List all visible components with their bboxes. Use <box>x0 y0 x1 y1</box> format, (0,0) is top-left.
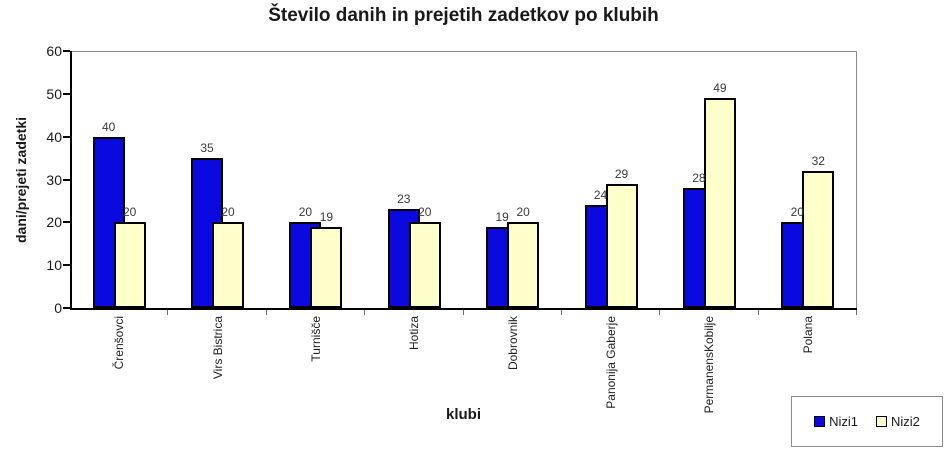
nizi2-marker-icon <box>876 416 887 427</box>
bar-value-label: 28 <box>692 171 706 185</box>
category-label-3: Hotiza <box>407 316 422 351</box>
bar-value-label: 49 <box>713 81 727 95</box>
x-tick-mark <box>265 310 267 315</box>
bar-nizi2-5 <box>605 184 638 308</box>
x-tick-mark <box>462 310 464 315</box>
legend: Nizi1 Nizi2 <box>791 396 943 447</box>
bar-value-label: 20 <box>516 205 530 219</box>
bar-value-label: 24 <box>593 188 608 202</box>
bar-nizi2-4 <box>507 222 540 308</box>
bar-value-label: 20 <box>123 205 137 219</box>
y-tick-label: 10 <box>46 257 62 274</box>
y-tick-mark <box>63 92 70 95</box>
bar-value-label: 20 <box>790 205 804 219</box>
x-tick-mark <box>560 310 562 315</box>
category-label-4: Dobrovnik <box>505 316 520 371</box>
bar-value-label: 40 <box>102 120 116 134</box>
bar-value-label: 35 <box>200 141 214 155</box>
y-tick-mark <box>63 221 70 224</box>
x-tick-mark <box>659 310 661 315</box>
legend-item-nizi1: Nizi1 <box>814 414 858 429</box>
y-tick-label: 0 <box>54 300 62 316</box>
chart-title: Število danih in prejetih zadetkov po kl… <box>268 5 659 26</box>
y-tick-mark <box>63 135 70 138</box>
bar-value-label: 29 <box>614 167 629 181</box>
x-axis-title: klubi <box>445 406 481 423</box>
bar-nizi2-1 <box>212 222 245 308</box>
y-tick-mark <box>63 307 70 309</box>
x-tick-mark <box>856 310 857 315</box>
category-label-1: Virs Bistrica <box>210 316 225 380</box>
y-tick-label: 20 <box>46 214 62 231</box>
x-tick-mark <box>757 310 759 315</box>
bar-value-label: 19 <box>319 210 334 224</box>
bar-value-label: 32 <box>811 154 825 168</box>
plot-area <box>72 51 857 309</box>
category-label-6: PermanensKobilje <box>702 316 717 414</box>
bar-value-label: 23 <box>397 192 411 206</box>
bar-value-label: 19 <box>495 210 509 224</box>
legend-label-nizi2: Nizi2 <box>891 414 920 429</box>
x-tick-mark <box>364 310 366 315</box>
bar-nizi2-3 <box>408 222 441 308</box>
y-tick-label: 60 <box>46 43 62 59</box>
y-tick-label: 50 <box>46 85 62 102</box>
y-tick-label: 30 <box>46 171 62 188</box>
bar-value-label: 20 <box>418 205 432 219</box>
y-tick-mark <box>63 50 70 52</box>
y-tick-mark <box>63 264 70 267</box>
nizi1-marker-icon <box>814 416 826 427</box>
y-tick-label: 40 <box>46 128 62 145</box>
x-axis-line <box>70 308 857 310</box>
bar-nizi2-6 <box>703 98 736 308</box>
y-tick-mark <box>63 178 70 181</box>
bar-nizi2-2 <box>310 227 343 308</box>
category-label-0: Črenšovci <box>112 316 127 370</box>
bar-value-label: 20 <box>221 205 235 219</box>
category-label-7: Polana <box>800 316 815 354</box>
y-axis-line <box>70 51 72 310</box>
legend-label-nizi1: Nizi1 <box>829 414 858 429</box>
legend-item-nizi2: Nizi2 <box>876 414 920 429</box>
category-label-5: Panonija Gaberje <box>604 316 619 409</box>
x-tick-mark <box>167 310 169 315</box>
bar-nizi2-0 <box>113 222 146 308</box>
bar-nizi2-7 <box>802 171 835 308</box>
category-label-2: Turnišče <box>308 316 323 362</box>
bar-value-label: 20 <box>298 205 313 219</box>
